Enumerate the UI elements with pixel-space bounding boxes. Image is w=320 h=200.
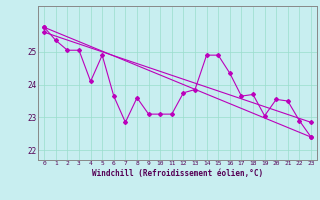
X-axis label: Windchill (Refroidissement éolien,°C): Windchill (Refroidissement éolien,°C): [92, 169, 263, 178]
